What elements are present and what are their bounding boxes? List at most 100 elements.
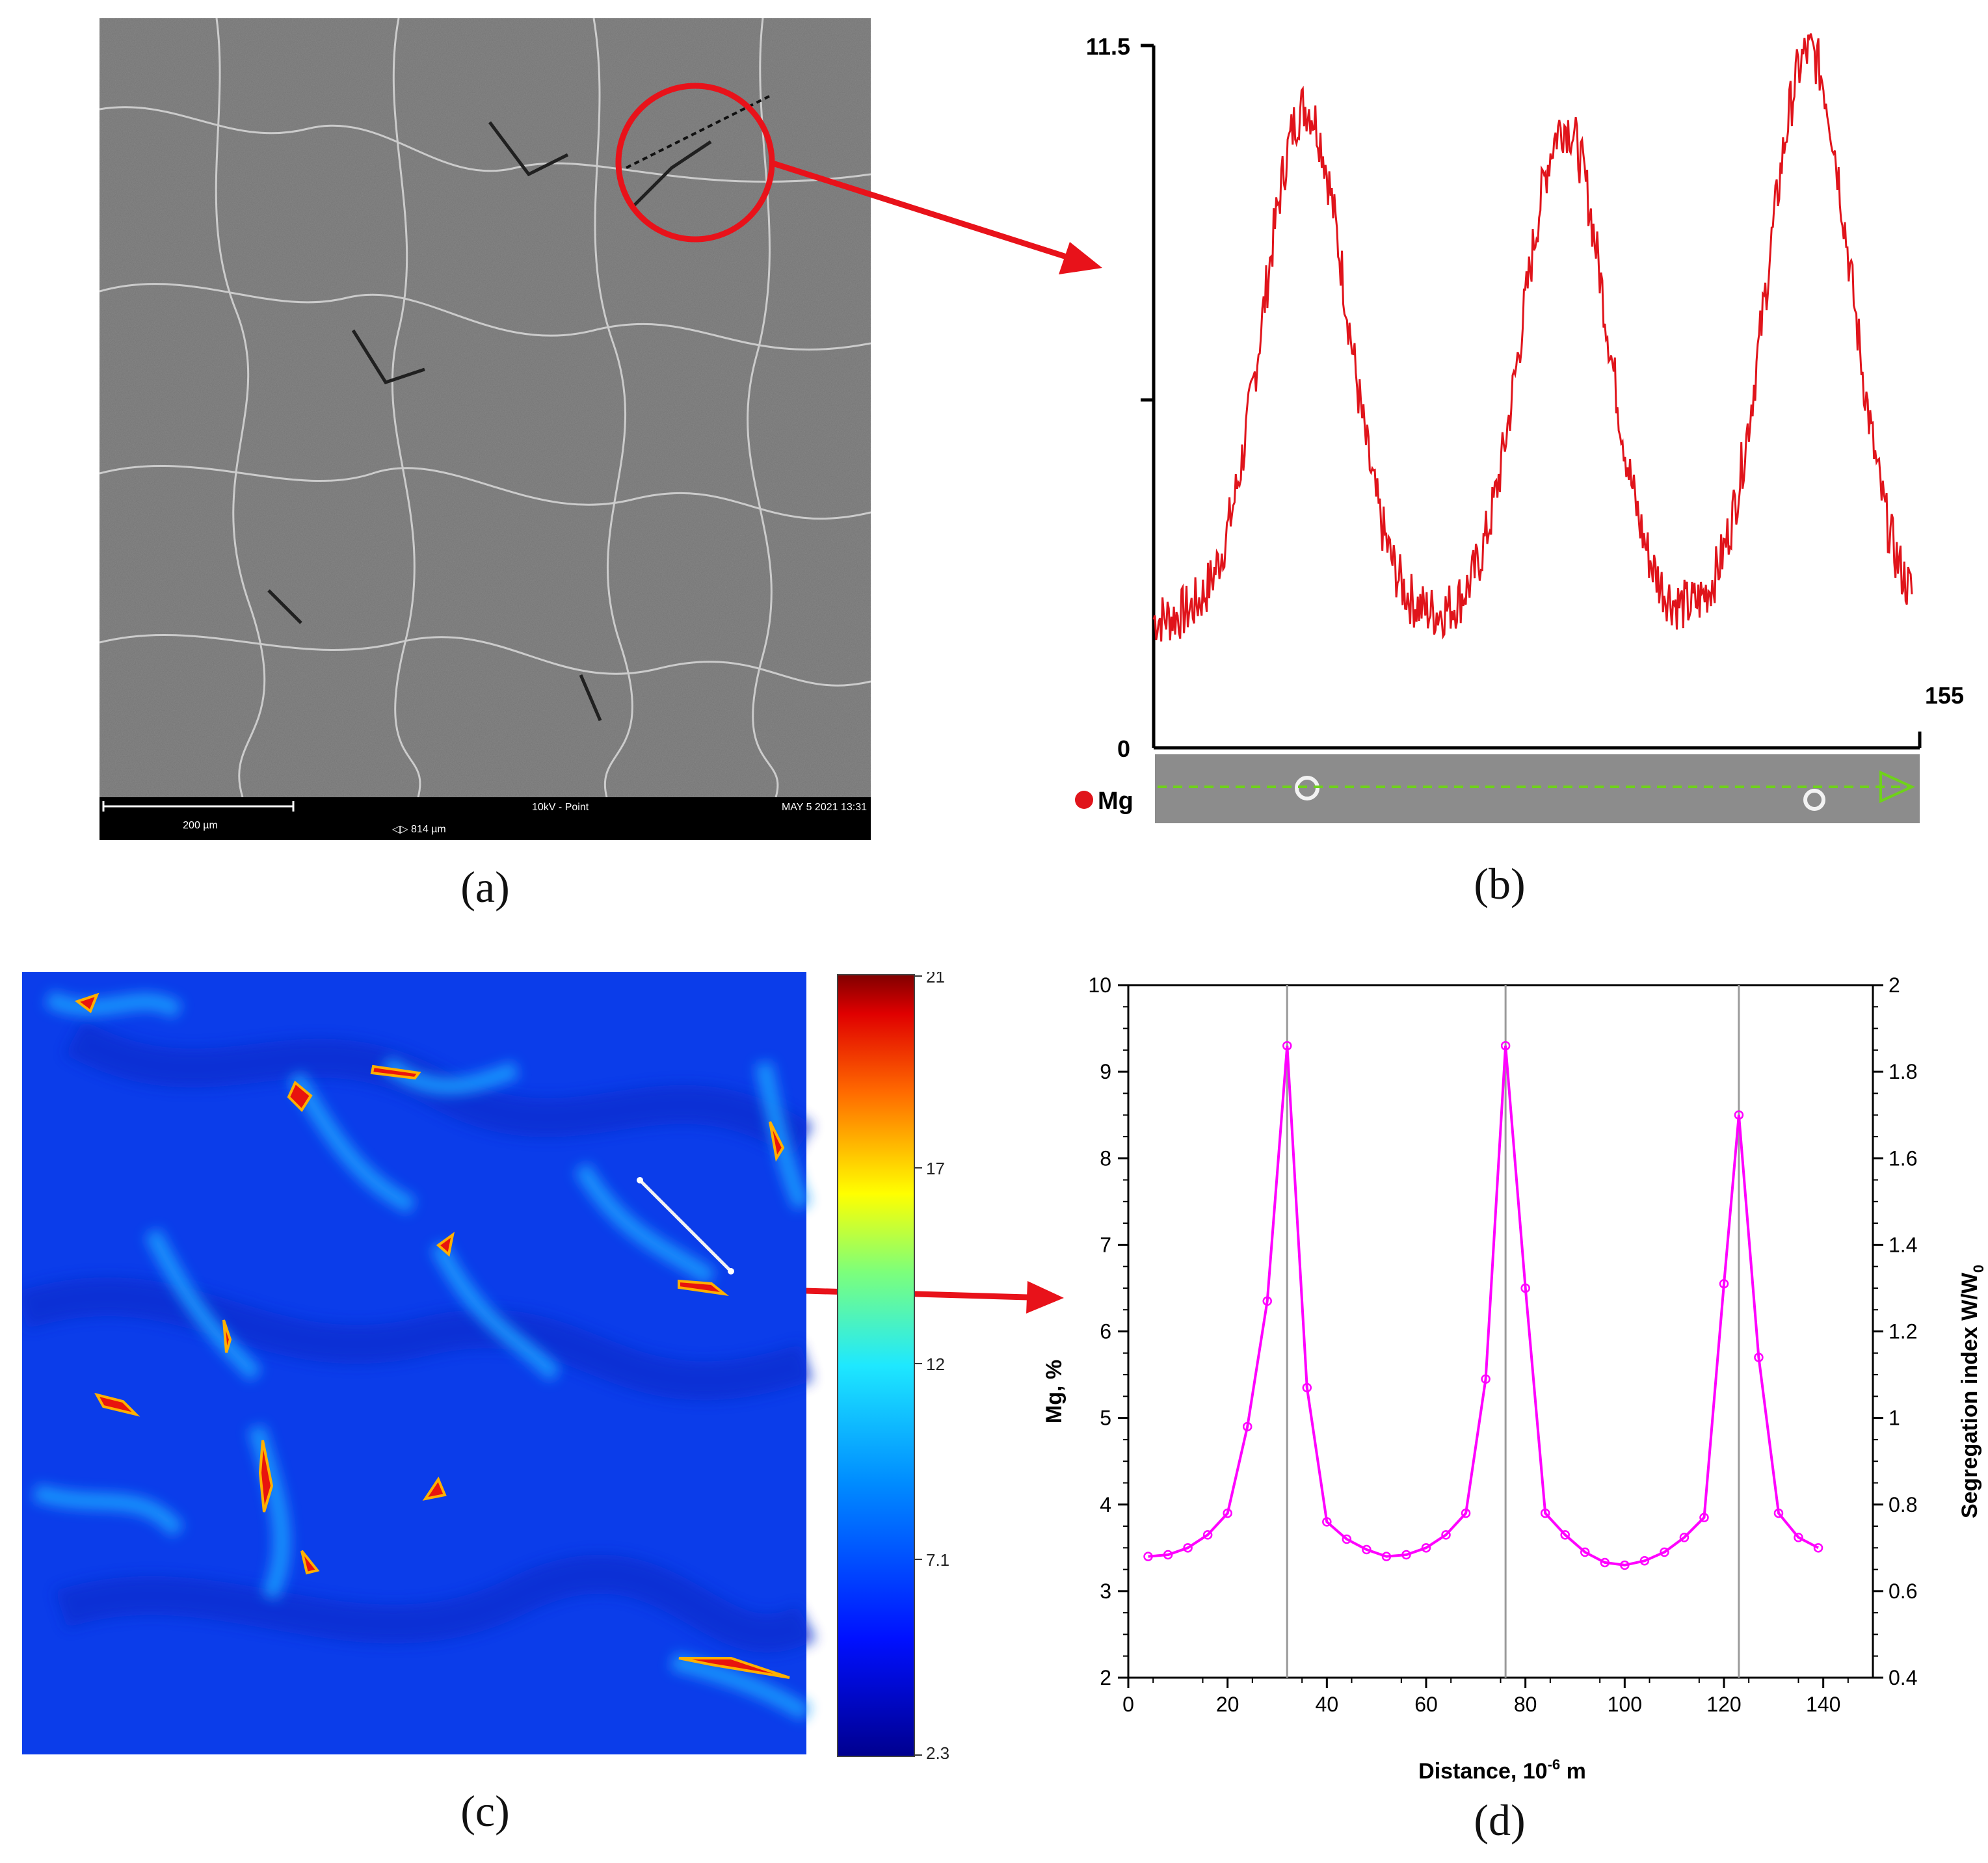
panel-d-profile-chart: 0 20 40 60 80 100 120 140 2 3 4 5 6 7 8 9 10 0.4 0.6 0.8 1 1.… xyxy=(1027,949,1988,1784)
caption-d: (d) xyxy=(1474,1795,1526,1845)
panel-a-sem-image: 200 µm ◁▷ 814 µm 10kV - Point MAY 5 2021… xyxy=(99,18,871,840)
y-tick-label: 4 xyxy=(1100,1493,1111,1516)
mg-data-point xyxy=(1773,1508,1784,1518)
y-tick-label: 2 xyxy=(1100,1666,1111,1689)
mg-data-point xyxy=(1481,1374,1491,1384)
y2-tick-label: 1.8 xyxy=(1889,1060,1917,1083)
grain-boundaries xyxy=(99,18,871,798)
colorbar-tick-label: 7.1 xyxy=(926,1550,949,1570)
mg-data-point xyxy=(1362,1544,1372,1555)
colorbar-tick-label: 17 xyxy=(926,1159,945,1178)
mg-data-point xyxy=(1520,1283,1530,1293)
plot-frame xyxy=(1127,984,1874,1679)
mg-data-point xyxy=(1794,1533,1803,1542)
colorbar-tick-label: 2.3 xyxy=(926,1743,949,1759)
panel-b-line-scan: 11.5 0 155 Mg xyxy=(1034,26,1988,839)
x-tick-label: 0 xyxy=(1122,1693,1134,1716)
mg-data-point xyxy=(1679,1533,1690,1542)
mg-data-point xyxy=(1262,1296,1272,1306)
y-top-label: 11.5 xyxy=(1086,33,1130,60)
mg-data-point xyxy=(1242,1421,1252,1432)
mg-data-point xyxy=(1540,1508,1550,1518)
mg-data-point xyxy=(1342,1534,1352,1544)
x-tick-label: 80 xyxy=(1514,1693,1537,1716)
mg-data-point xyxy=(1202,1530,1213,1540)
mg-data-point xyxy=(1282,1040,1292,1051)
y2-tick-label: 2 xyxy=(1889,973,1900,997)
mg-data-point xyxy=(1620,1560,1630,1570)
line-scan-chart: 11.5 0 155 Mg xyxy=(1075,33,1964,823)
x-tick-label: 100 xyxy=(1608,1693,1642,1716)
y-tick-label: 8 xyxy=(1100,1146,1111,1170)
panel-c-contour-map: 21 17 12 7.1 2.3 xyxy=(16,967,959,1763)
y-tick-label: 7 xyxy=(1100,1233,1111,1256)
mg-data-point xyxy=(1401,1550,1411,1560)
y2-tick-label: 0.4 xyxy=(1889,1666,1917,1689)
mg-data-point xyxy=(1719,1279,1729,1289)
scan-strip-particle xyxy=(1803,789,1825,811)
mg-profile-chart: 0 20 40 60 80 100 120 140 2 3 4 5 6 7 8 9 10 0.4 0.6 0.8 1 1.… xyxy=(1042,973,1987,1784)
mg-data-point xyxy=(1699,1513,1709,1522)
x-tick-label: 140 xyxy=(1806,1693,1840,1716)
y2-tick-label: 1.6 xyxy=(1889,1146,1917,1170)
x-end-label: 155 xyxy=(1925,682,1964,709)
arrow-a-to-b xyxy=(769,159,1068,260)
colorbar-tick-label: 12 xyxy=(926,1354,945,1374)
scan-strip-image xyxy=(1155,754,1920,823)
y2-tick-label: 1 xyxy=(1889,1407,1900,1430)
y2-axis-label: Segregation index W/W0 xyxy=(1957,1265,1987,1518)
y2-tick-label: 1.2 xyxy=(1889,1320,1917,1343)
profile-end xyxy=(728,1268,734,1275)
mg-data-point xyxy=(1461,1508,1471,1518)
mg-data-point xyxy=(1600,1557,1610,1568)
y-bottom-label: 0 xyxy=(1117,735,1130,762)
y2-tick-label: 0.6 xyxy=(1889,1579,1917,1603)
highlight-circle-a xyxy=(615,83,775,243)
y-tick-label: 6 xyxy=(1100,1320,1111,1343)
mg-data-point xyxy=(1143,1552,1153,1561)
legend-label: Mg xyxy=(1098,787,1133,815)
y-tick-label: 3 xyxy=(1100,1579,1111,1603)
x-tick-label: 120 xyxy=(1706,1693,1741,1716)
segregation-contour-map: 21 17 12 7.1 2.3 xyxy=(16,967,949,1763)
dark-cracks xyxy=(267,121,712,721)
mg-data-point xyxy=(1421,1543,1431,1553)
scan-strip-arrow xyxy=(1879,770,1915,804)
mg-data-point xyxy=(1660,1547,1669,1557)
sem-micrograph: 200 µm ◁▷ 814 µm 10kV - Point MAY 5 2021… xyxy=(99,18,871,840)
y-tick-label: 10 xyxy=(1088,973,1111,997)
colorbar xyxy=(837,974,915,1757)
y2-tick-label: 0.8 xyxy=(1889,1493,1917,1516)
arrow-head-a xyxy=(1059,242,1102,274)
mg-data-point xyxy=(1163,1550,1173,1560)
caption-b: (b) xyxy=(1474,859,1526,908)
sem-info-bar xyxy=(99,797,871,840)
mg-data-point xyxy=(1754,1353,1764,1362)
mg-data-point xyxy=(1441,1530,1451,1540)
caption-a: (a) xyxy=(460,862,510,912)
y-axis-label: Mg, % xyxy=(1042,1360,1067,1423)
mg-data-point xyxy=(1183,1543,1193,1553)
arrow-head-c xyxy=(1026,1281,1064,1314)
profile-line xyxy=(639,1179,732,1273)
field-width-label: ◁▷ 814 µm xyxy=(392,824,446,835)
mg-series-line xyxy=(1152,33,1913,642)
mg-data-point xyxy=(1322,1517,1332,1527)
x-tick-label: 60 xyxy=(1414,1693,1438,1716)
mg-data-point xyxy=(1223,1508,1232,1518)
x-axis-label: Distance, 10-6 m xyxy=(1418,1756,1586,1782)
x-tick-label: 40 xyxy=(1316,1693,1339,1716)
mg-data-point xyxy=(1734,1110,1744,1120)
mg-data-point xyxy=(1560,1530,1570,1540)
mg-data-point xyxy=(1580,1547,1590,1557)
mg-data-point xyxy=(1500,1040,1511,1051)
colorbar-tick-label: 21 xyxy=(926,972,945,986)
mg-data-point xyxy=(1813,1543,1823,1553)
y-tick-label: 9 xyxy=(1100,1060,1111,1083)
mg-data-point xyxy=(1302,1382,1312,1393)
cyan-halos xyxy=(33,990,811,1721)
scale-bar-label: 200 µm xyxy=(183,820,218,831)
caption-c: (c) xyxy=(460,1786,510,1836)
y-tick-label: 5 xyxy=(1100,1407,1111,1430)
profile-start xyxy=(637,1177,643,1183)
